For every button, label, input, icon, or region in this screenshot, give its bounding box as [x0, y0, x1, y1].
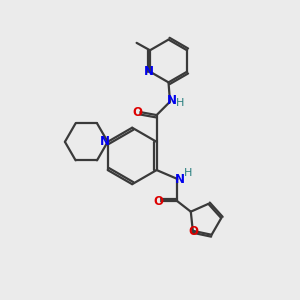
Text: O: O	[132, 106, 142, 118]
Text: N: N	[143, 65, 154, 78]
Text: N: N	[100, 135, 110, 148]
Text: N: N	[167, 94, 176, 107]
Text: H: H	[184, 168, 192, 178]
Text: N: N	[175, 173, 184, 186]
Text: H: H	[176, 98, 184, 108]
Text: O: O	[153, 195, 163, 208]
Text: O: O	[188, 225, 198, 238]
